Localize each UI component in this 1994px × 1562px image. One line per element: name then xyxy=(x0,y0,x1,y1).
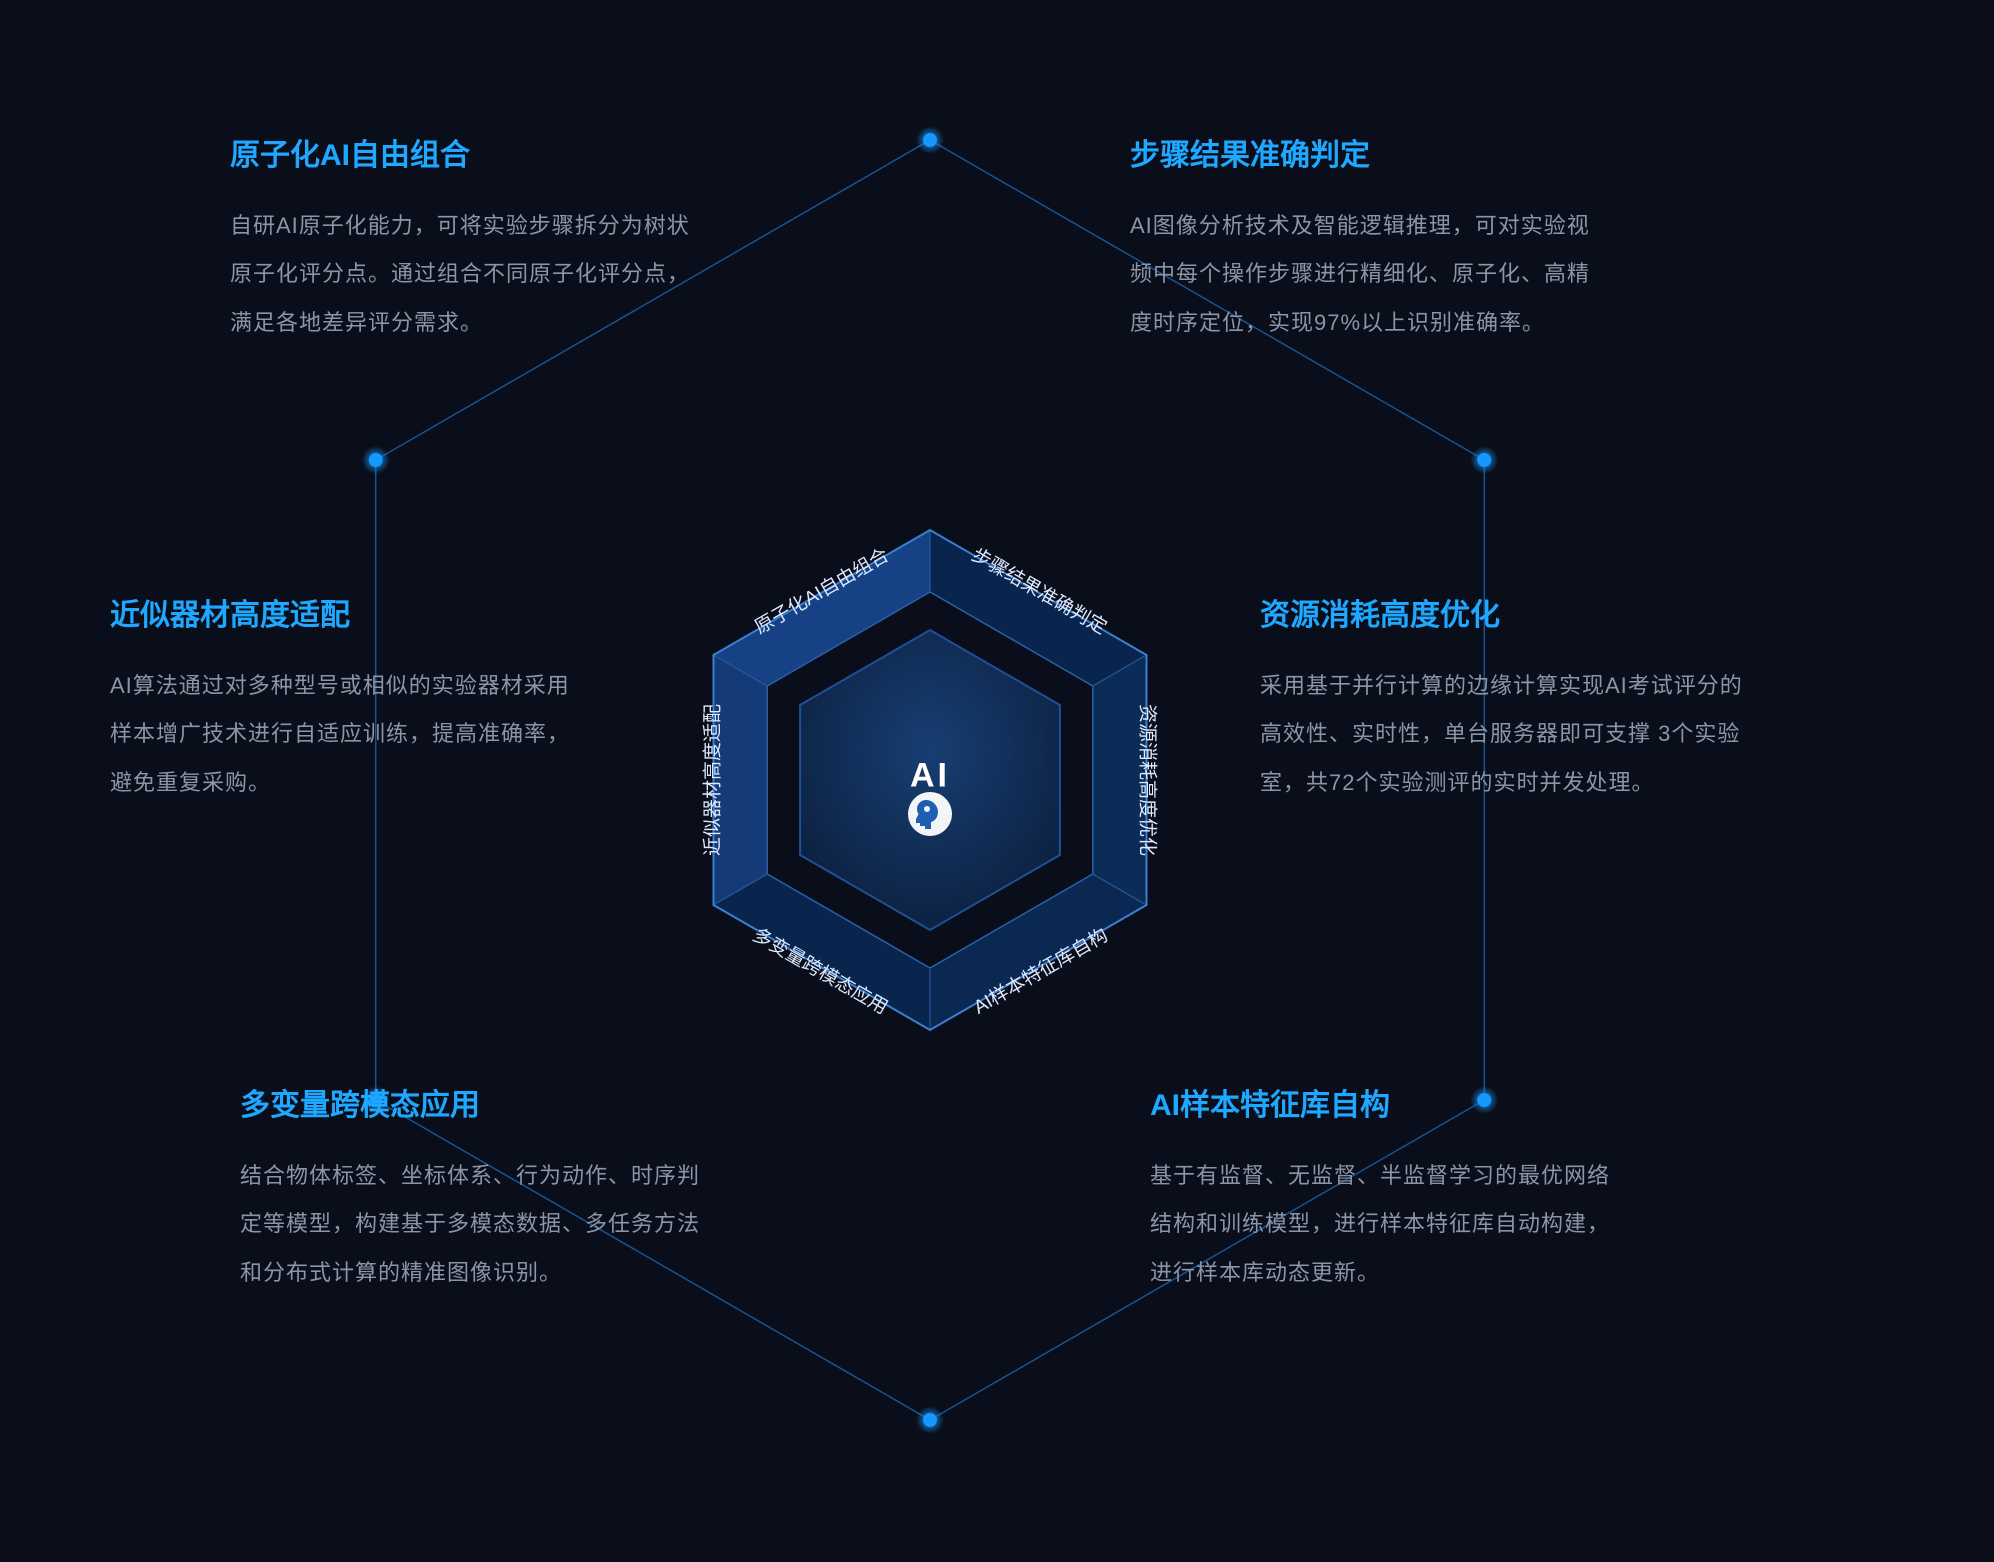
edge-label-left: 近似器材高度适配 xyxy=(698,704,725,856)
card-body: 结合物体标签、坐标体系、行为动作、时序判定等模型，构建基于多模态数据、多任务方法… xyxy=(240,1152,700,1297)
card-bottom-right: AI样本特征库自构 基于有监督、无监督、半监督学习的最优网络结构和训练模型，进行… xyxy=(1150,1080,1610,1297)
card-top-right: 步骤结果准确判定 AI图像分析技术及智能逻辑推理，可对实验视频中每个操作步骤进行… xyxy=(1130,130,1590,347)
card-title: 近似器材高度适配 xyxy=(110,590,570,634)
card-body: AI算法通过对多种型号或相似的实验器材采用样本增广技术进行自适应训练，提高准确率… xyxy=(110,662,570,807)
card-bottom-left: 多变量跨模态应用 结合物体标签、坐标体系、行为动作、时序判定等模型，构建基于多模… xyxy=(240,1080,700,1297)
card-top-left: 原子化AI自由组合 自研AI原子化能力，可将实验步骤拆分为树状原子化评分点。通过… xyxy=(230,130,690,347)
card-title: 资源消耗高度优化 xyxy=(1260,590,1760,634)
card-title: 多变量跨模态应用 xyxy=(240,1080,700,1124)
diagram-root: AI 原子化AI自由组合 步骤结果准确判定 资源消耗高度优化 AI样本特征库自构… xyxy=(0,0,1994,1562)
card-title: 原子化AI自由组合 xyxy=(230,130,690,174)
card-title: 步骤结果准确判定 xyxy=(1130,130,1590,174)
card-body: AI图像分析技术及智能逻辑推理，可对实验视频中每个操作步骤进行精细化、原子化、高… xyxy=(1130,202,1590,347)
card-body: 基于有监督、无监督、半监督学习的最优网络结构和训练模型，进行样本特征库自动构建，… xyxy=(1150,1152,1610,1297)
card-title: AI样本特征库自构 xyxy=(1150,1080,1610,1124)
card-body: 采用基于并行计算的边缘计算实现AI考试评分的高效性、实时性，单台服务器即可支撑 … xyxy=(1260,662,1760,807)
card-body: 自研AI原子化能力，可将实验步骤拆分为树状原子化评分点。通过组合不同原子化评分点… xyxy=(230,202,690,347)
head-cog-icon xyxy=(906,790,954,838)
edge-label-right: 资源消耗高度优化 xyxy=(1136,704,1163,856)
card-mid-left: 近似器材高度适配 AI算法通过对多种型号或相似的实验器材采用样本增广技术进行自适… xyxy=(110,590,570,807)
card-mid-right: 资源消耗高度优化 采用基于并行计算的边缘计算实现AI考试评分的高效性、实时性，单… xyxy=(1260,590,1760,807)
